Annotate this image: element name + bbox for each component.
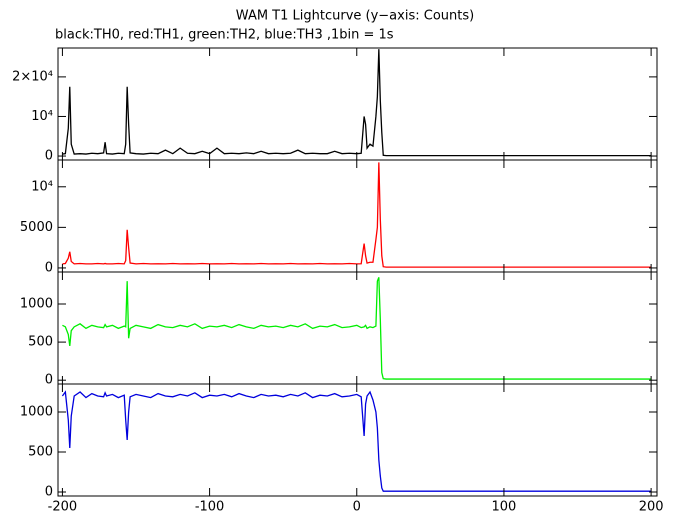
x-tick-label: 0 — [353, 500, 361, 515]
chart-title: WAM T1 Lightcurve (y−axis: Counts) — [236, 9, 474, 24]
y-tick-label: 1000 — [20, 405, 53, 420]
lightcurve-line — [62, 162, 652, 268]
x-tick-label: -200 — [48, 500, 78, 515]
lightcurve-line — [62, 49, 652, 157]
y-tick-label: 0 — [45, 485, 53, 500]
y-tick-label: 500 — [28, 445, 53, 460]
y-tick-label: 1000 — [20, 297, 53, 312]
y-tick-label: 500 — [28, 335, 53, 350]
panel-frame — [57, 383, 658, 497]
lightcurve-line — [61, 390, 652, 492]
x-tick-label: -100 — [195, 500, 225, 515]
panel-frame — [57, 47, 658, 161]
y-tick-label: 2×10⁴ — [12, 69, 53, 84]
lightcurve-line — [62, 277, 652, 380]
panel-frame — [57, 159, 658, 273]
y-tick-label: 0 — [45, 373, 53, 388]
y-tick-label: 0 — [45, 149, 53, 164]
x-tick-label: 100 — [492, 500, 517, 515]
y-tick-label: 0 — [45, 260, 53, 275]
y-tick-label: 5000 — [20, 220, 53, 235]
y-tick-label: 10⁴ — [31, 179, 53, 194]
y-tick-label: 10⁴ — [31, 109, 53, 124]
chart-subtitle: black:TH0, red:TH1, green:TH2, blue:TH3 … — [55, 28, 394, 43]
x-tick-label: 200 — [639, 500, 664, 515]
